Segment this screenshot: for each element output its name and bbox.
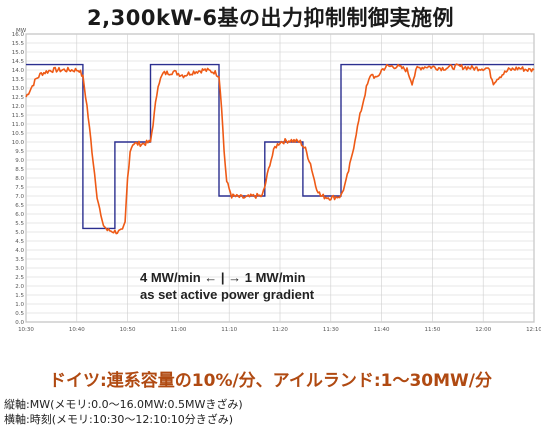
y-tick-label: 6.0 xyxy=(15,212,24,218)
horizontal-axis-note: 横軸:時刻(メモリ:10:30〜12:10:10分きざみ) xyxy=(4,413,234,426)
y-tick-label: 9.0 xyxy=(15,158,24,164)
y-tick-labels: 0.0 0.5 1.0 1.5 2.0 2.5 3.0 3.5 4.0 4.5 5.0 5.5 6.0 6… xyxy=(12,32,25,326)
y-tick-label: 8.0 xyxy=(15,176,24,182)
y-tick-label: 6.5 xyxy=(15,203,24,209)
y-tick-label: 11.5 xyxy=(12,113,25,119)
y-tick-label: 7.0 xyxy=(15,194,24,200)
subtitle: ドイツ:連系容量の10%/分、アイルランド:1〜30MW/分 xyxy=(48,371,492,391)
annotation-line-1: 4 MW/min ← | → 1 MW/min xyxy=(140,270,305,285)
y-tick-label: 10.5 xyxy=(12,131,25,137)
x-tick-label: 11:40 xyxy=(374,327,390,333)
y-tick-label: 0.0 xyxy=(15,320,24,326)
y-tick-label: 4.5 xyxy=(15,239,24,245)
x-tick-label: 11:10 xyxy=(221,327,237,333)
y-tick-label: 5.5 xyxy=(15,221,24,227)
page-title: 2,300kW-6基の出力抑制制御実施例 xyxy=(87,6,454,30)
x-tick-label: 11:50 xyxy=(424,327,440,333)
x-tick-label: 11:20 xyxy=(272,327,288,333)
y-tick-label: 16.0 xyxy=(12,32,25,38)
grid xyxy=(25,33,535,323)
x-tick-label: 11:30 xyxy=(323,327,339,333)
y-tick-label: 8.5 xyxy=(15,167,24,173)
y-tick-label: 12.0 xyxy=(12,104,25,110)
y-tick-label: 5.0 xyxy=(15,230,24,236)
y-tick-label: 2.0 xyxy=(15,284,24,290)
y-tick-label: 3.0 xyxy=(15,266,24,272)
y-tick-label: 11.0 xyxy=(12,122,25,128)
y-tick-label: 13.0 xyxy=(12,86,25,92)
y-tick-label: 0.5 xyxy=(15,311,24,317)
annotation-line-2: as set active power gradient xyxy=(140,287,315,302)
y-tick-label: 10.0 xyxy=(12,140,25,146)
y-tick-label: 14.5 xyxy=(12,59,25,65)
y-tick-label: 7.5 xyxy=(15,185,24,191)
x-tick-label: 11:00 xyxy=(170,327,186,333)
y-tick-label: 15.0 xyxy=(12,50,25,56)
vertical-axis-note: 縦軸:MW(メモリ:0.0〜16.0MW:0.5MWきざみ) xyxy=(4,398,243,411)
x-tick-labels: 10:30 10:40 10:50 11:00 11:10 11:20 11:30 11:40… xyxy=(18,327,541,333)
y-axis-label: MW xyxy=(16,28,27,34)
y-tick-label: 13.5 xyxy=(12,77,25,83)
x-tick-label: 10:30 xyxy=(18,327,34,333)
x-tick-label: 10:40 xyxy=(69,327,85,333)
x-tick-label: 12:00 xyxy=(475,327,491,333)
output-line xyxy=(25,63,535,235)
y-tick-label: 2.5 xyxy=(15,275,24,281)
y-tick-label: 12.5 xyxy=(12,95,25,101)
x-tick-label: 10:50 xyxy=(120,327,136,333)
series-group xyxy=(25,63,535,235)
y-tick-label: 4.0 xyxy=(15,248,24,254)
y-tick-label: 15.5 xyxy=(12,41,25,47)
y-tick-label: 9.5 xyxy=(15,149,24,155)
y-tick-label: 1.0 xyxy=(15,302,24,308)
y-tick-label: 14.0 xyxy=(12,68,25,74)
chart: MW 0.0 0.5 1.0 1.5 2.0 2.5 3.0 3.5 4.0 4.5 5.0 5.5 6… xyxy=(12,28,541,333)
y-tick-label: 1.5 xyxy=(15,293,24,299)
y-tick-label: 3.5 xyxy=(15,257,24,263)
x-tick-label: 12:10 xyxy=(526,327,541,333)
